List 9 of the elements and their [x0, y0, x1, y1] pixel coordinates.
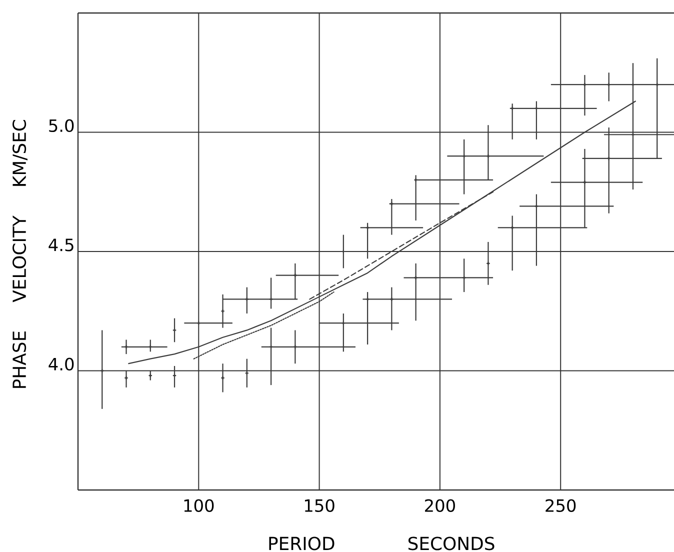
y-axis-title: PHASE VELOCITY KM/SEC: [12, 120, 28, 388]
x-tick-label: 150: [304, 499, 334, 512]
y-tick-label: 4.5: [48, 238, 74, 252]
x-tick-label: 200: [425, 499, 455, 512]
y-tick-label: 5.0: [49, 119, 74, 132]
x-tick-label: 100: [184, 499, 214, 512]
text: PERIOD SECONDS: [269, 536, 494, 550]
x-tick-label: 250: [546, 499, 576, 512]
y-tick-label: 4.0: [48, 358, 74, 371]
